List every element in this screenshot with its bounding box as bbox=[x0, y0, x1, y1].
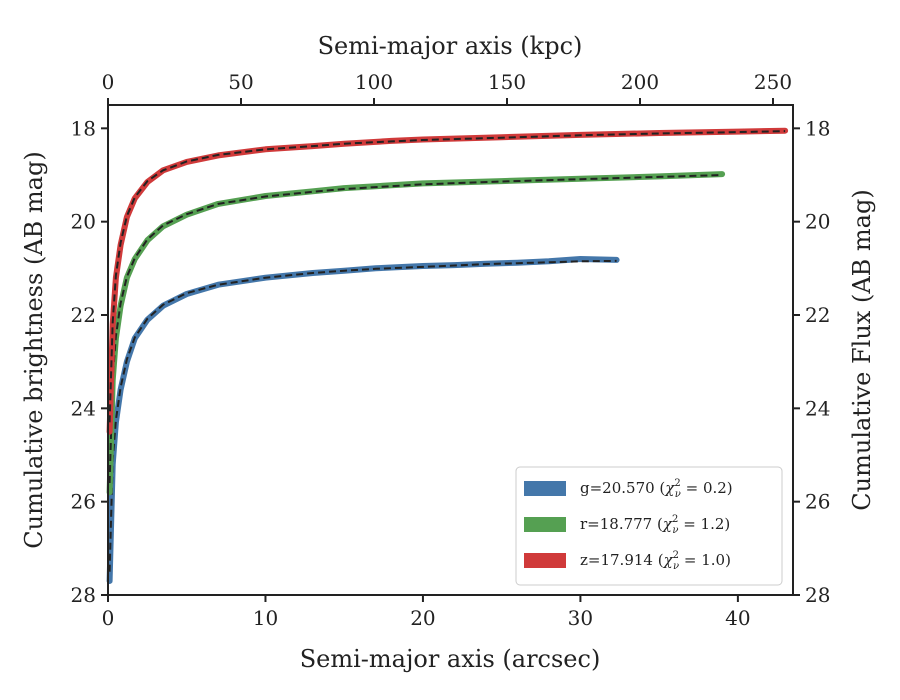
top-x-tick-label: 50 bbox=[228, 70, 253, 94]
y-tick-label: 20 bbox=[71, 210, 96, 234]
axes-frame bbox=[107, 104, 794, 596]
legend-text-prefix: g=20.570 ( bbox=[580, 479, 665, 497]
legend-chi-symbol: χ bbox=[664, 479, 675, 497]
legend: g=20.570 (χ2 ν = 0.2)r=18.777 (χ2 ν = 1.2)… bbox=[515, 466, 783, 586]
right-y-tick-label: 22 bbox=[805, 303, 830, 327]
legend-subscript: ν bbox=[673, 561, 679, 572]
top-x-tick-label: 100 bbox=[355, 70, 393, 94]
top-x-tick-label: 150 bbox=[488, 70, 526, 94]
x-tick-label: 40 bbox=[725, 606, 750, 630]
y-tick-label: 24 bbox=[71, 396, 96, 420]
legend-superscript: 2 bbox=[673, 550, 679, 561]
series-0-model-line bbox=[108, 259, 617, 572]
top-x-axis-label: Semi-major axis (kpc) bbox=[318, 32, 583, 60]
top-x-tick-label: 200 bbox=[621, 70, 659, 94]
y-tick-label: 22 bbox=[71, 303, 96, 327]
y-tick-label: 18 bbox=[71, 116, 96, 140]
legend-label-2: z=17.914 (χ2 ν = 1.0) bbox=[580, 550, 731, 572]
legend-subscript: ν bbox=[675, 489, 681, 500]
y-axis-label: Cumulative brightness (AB mag) bbox=[20, 151, 48, 548]
legend-text-prefix: r=18.777 ( bbox=[580, 515, 663, 533]
legend-label-1: r=18.777 (χ2 ν = 1.2) bbox=[580, 514, 730, 536]
legend-swatch-0 bbox=[524, 481, 566, 496]
legend-text-suffix: = 1.0) bbox=[679, 551, 731, 569]
legend-chi-symbol: χ bbox=[662, 515, 673, 533]
right-y-tick-label: 18 bbox=[805, 116, 830, 140]
series-layer bbox=[106, 127, 789, 584]
right-y-tick-label: 24 bbox=[805, 396, 830, 420]
legend-subscript: ν bbox=[672, 525, 678, 536]
top-x-tick-label: 250 bbox=[754, 70, 792, 94]
right-y-tick-label: 28 bbox=[805, 583, 830, 607]
legend-text-suffix: = 1.2) bbox=[678, 515, 730, 533]
series-1-model-line bbox=[108, 174, 723, 484]
right-y-axis-label: Cumulative Flux (AB mag) bbox=[848, 189, 876, 510]
y-tick-label: 26 bbox=[71, 490, 96, 514]
x-tick-label: 0 bbox=[102, 606, 115, 630]
legend-text-suffix: = 0.2) bbox=[681, 479, 733, 497]
legend-swatch-2 bbox=[524, 553, 566, 568]
right-y-tick-label: 20 bbox=[805, 210, 830, 234]
legend-chi-symbol: χ bbox=[663, 551, 674, 569]
x-tick-label: 30 bbox=[568, 606, 593, 630]
series-2-model-line bbox=[108, 130, 786, 423]
legend-label-0: g=20.570 (χ2 ν = 0.2) bbox=[580, 478, 733, 500]
top-x-tick-label: 0 bbox=[102, 70, 115, 94]
legend-text-prefix: z=17.914 ( bbox=[580, 551, 664, 569]
legend-box bbox=[515, 466, 783, 586]
legend-superscript: 2 bbox=[674, 478, 680, 489]
right-y-tick-label: 26 bbox=[805, 490, 830, 514]
legend-superscript: 2 bbox=[672, 514, 678, 525]
x-axis-label: Semi-major axis (arcsec) bbox=[300, 645, 601, 673]
x-tick-label: 10 bbox=[253, 606, 278, 630]
x-tick-label: 20 bbox=[410, 606, 435, 630]
y-tick-label: 28 bbox=[71, 583, 96, 607]
legend-swatch-1 bbox=[524, 517, 566, 532]
